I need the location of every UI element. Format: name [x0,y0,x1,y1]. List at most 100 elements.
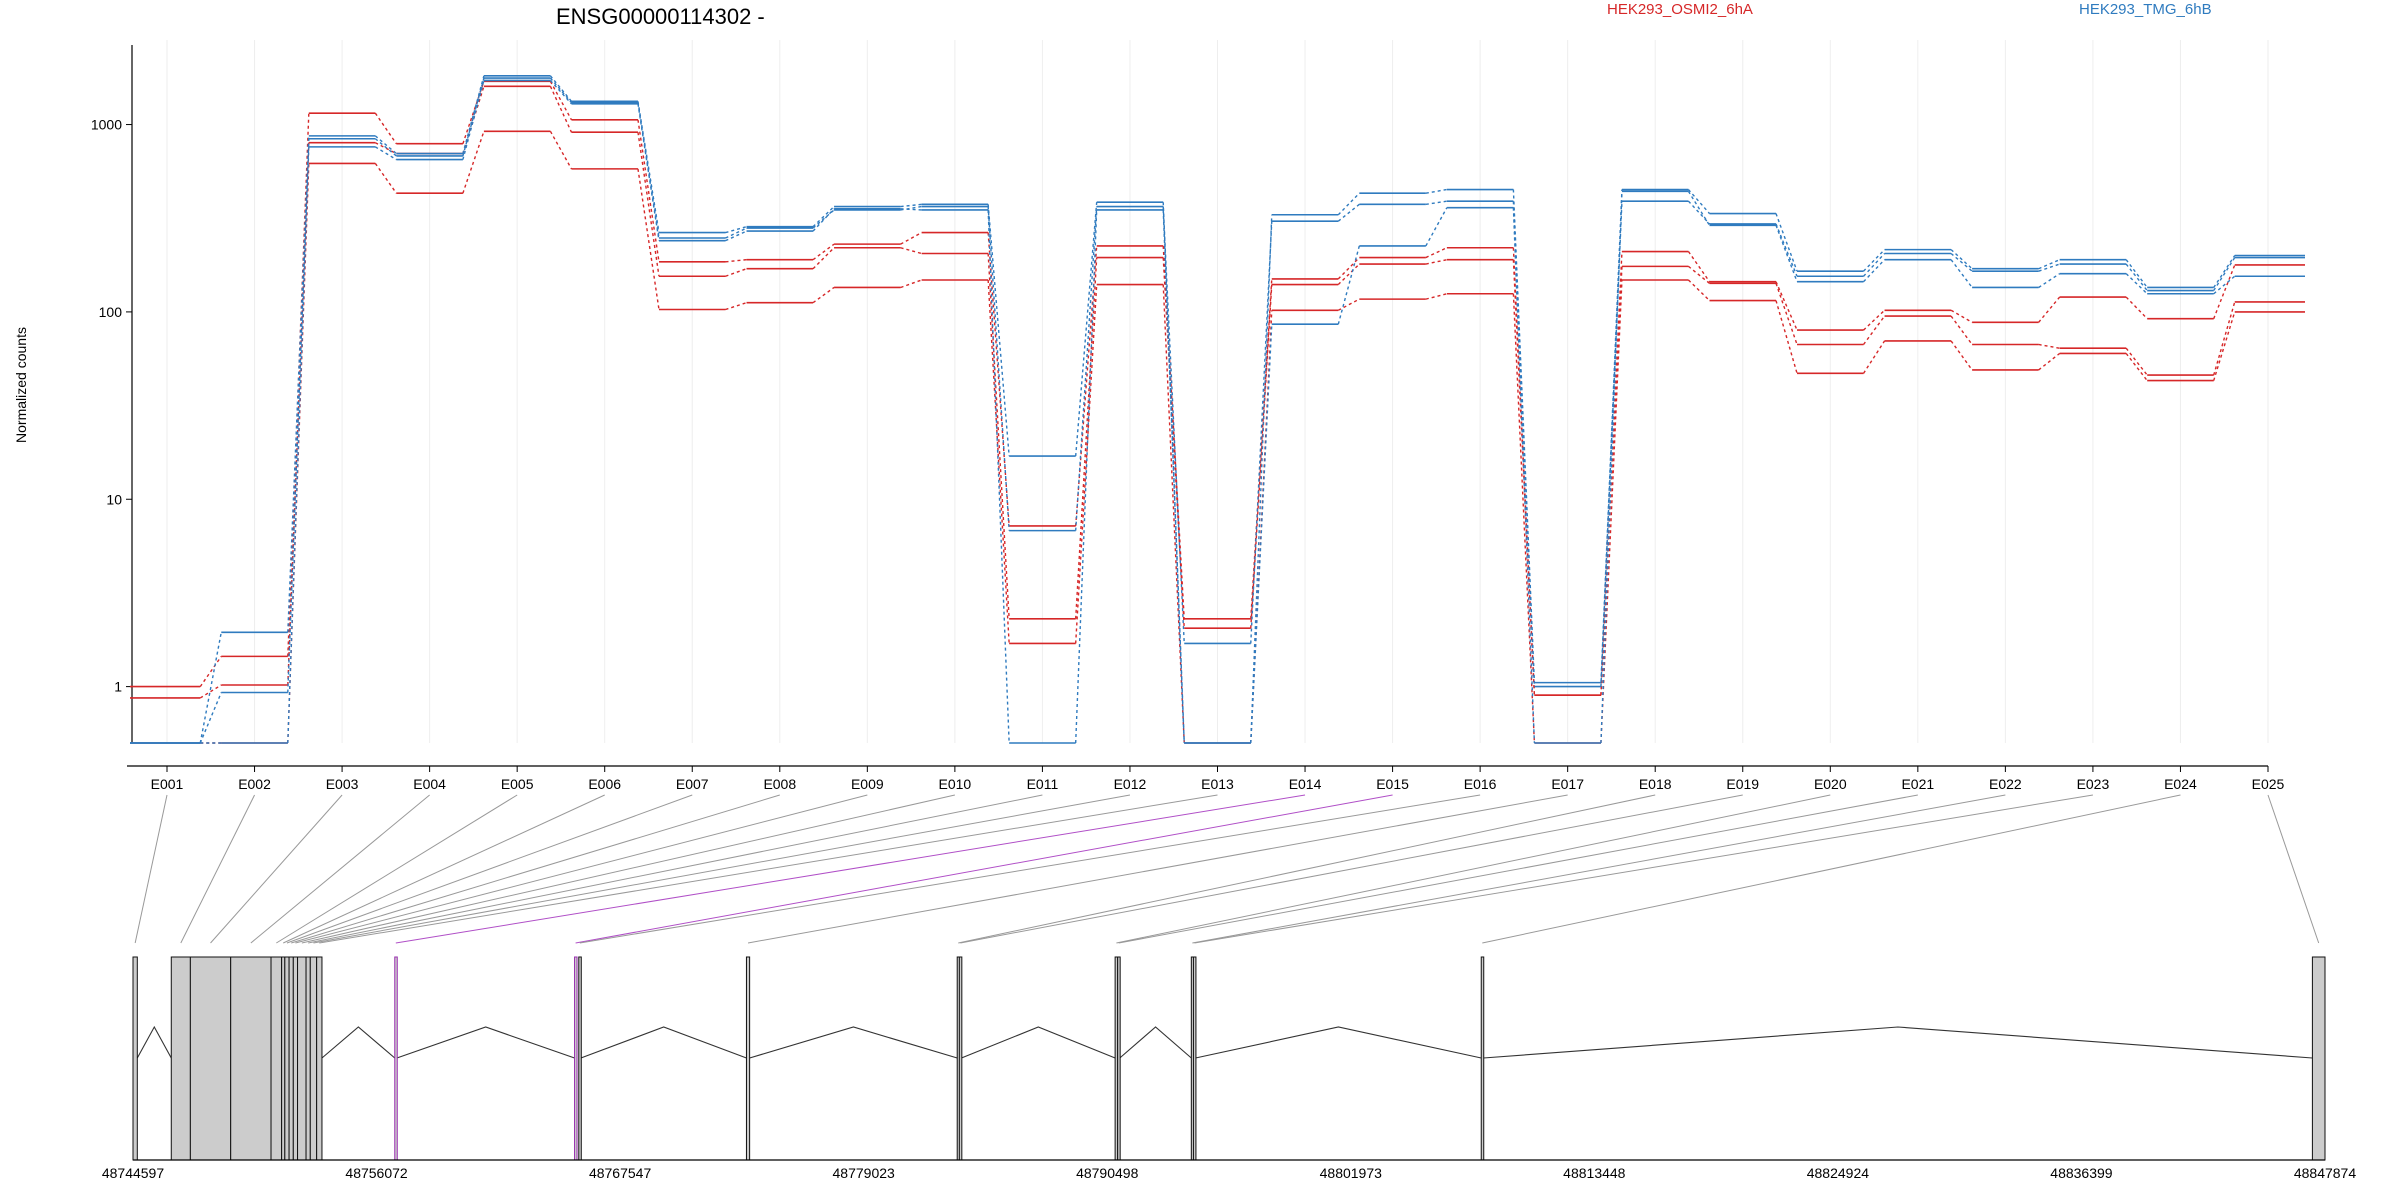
connector-e024 [2213,275,2236,295]
coordinate-tick-8: 48836399 [2050,1165,2113,1181]
connector-e005 [549,130,573,170]
intron-24 [1483,1026,2313,1059]
y-axis: 1 10 100 1000 [91,45,133,743]
connector-e010 [987,206,1010,531]
connector-line-e006 [283,794,605,944]
exon-box-e017 [745,956,751,1161]
connector-line-e018 [958,794,1656,944]
x-tick-label-e019: E019 [1726,776,1759,792]
x-axis: E001 E002 E003 E004 E005 E006 E007 E008 E009 E010… [127,765,2285,792]
connector-e012 [1162,257,1185,629]
exon-box-e002 [170,956,191,1161]
connector-line-e007 [286,794,693,944]
connector-e016 [1512,207,1536,744]
y-tick-label-1000: 1000 [91,117,122,133]
intron-21 [1119,1026,1192,1059]
connector-e023 [2125,347,2148,376]
connector-e007 [725,302,747,311]
exon-box-e024 [1480,956,1485,1161]
connector-e011 [1074,209,1098,744]
connector-line-e017 [747,794,1568,944]
intron-17 [749,1026,958,1059]
connector-e018 [1687,279,1710,302]
gene-model: 48744597 48756072 48767547 48779023 48790498… [102,956,2357,1181]
y-axis-label: Normalized counts [13,327,29,443]
intron-1 [136,1025,172,1059]
x-tick-label-e016: E016 [1464,776,1497,792]
x-tick-label-e009: E009 [851,776,884,792]
exon-box-e023 [1192,956,1197,1161]
x-tick-label-e014: E014 [1289,776,1322,792]
x-tick-label-e004: E004 [413,776,446,792]
chart-title: ENSG00000114302 - [556,4,765,29]
y-tick-label-1: 1 [114,679,122,695]
connector-e011 [1074,206,1098,531]
connector-e011 [1074,257,1098,619]
connector-e014 [1337,203,1360,222]
legend-osmi2: HEK293_OSMI2_6hA [1607,1,1753,18]
grid-lines [166,40,2269,743]
connector-e006 [637,103,660,241]
connector-e010 [987,253,1010,619]
connector-e022 [2038,263,2060,272]
connector-line-e008 [291,794,780,944]
connector-e015 [1425,258,1448,265]
connector-e012 [1162,209,1185,744]
exon-box-e011 [305,956,311,1161]
connector-e005 [549,77,572,104]
coordinate-tick-2: 48767547 [589,1165,652,1181]
connector-line-e022 [1192,794,2006,944]
connector-e021 [1950,252,1973,272]
connector-e009 [900,208,922,211]
connector-e014 [1337,257,1360,280]
connector-e004 [462,75,485,154]
connector-e015 [1425,247,1448,259]
connector-e009 [900,205,922,211]
connector-e010 [987,279,1010,644]
intron-23 [1195,1026,1482,1059]
connector-e011 [1074,202,1098,457]
connector-e007 [725,227,747,239]
coordinate-tick-9: 48847874 [2294,1165,2357,1181]
x-tick-label-e003: E003 [326,776,359,792]
connector-e017 [1600,191,1623,744]
x-tick-label-e023: E023 [2077,776,2110,792]
x-tick-label-e025: E025 [2252,776,2285,792]
connector-e008 [812,209,835,229]
connector-e018 [1687,251,1711,283]
connector-e020 [1863,253,1886,277]
exon-box-e012 [309,956,318,1161]
connector-e019 [1775,213,1798,272]
exon-box-e008 [288,956,294,1161]
connector-e008 [812,243,835,261]
connector-e023 [2125,273,2148,295]
x-tick-label-e022: E022 [1989,776,2022,792]
connector-line-e004 [250,794,430,944]
connector-line-e015 [575,794,1393,944]
series-hek293_tmg_6hb-4 [130,77,2305,744]
connector-e001 [199,684,222,699]
connector-e001 [199,692,222,744]
connector-e015 [1425,188,1447,194]
x-tick-label-e008: E008 [763,776,796,792]
connector-e023 [2125,263,2148,291]
connector-line-e021 [1118,794,1918,944]
y-tick-label-100: 100 [99,304,123,320]
connector-e002 [287,138,310,693]
connector-e013 [1250,214,1273,744]
connector-e021 [1950,340,1973,371]
series-hek293_tmg_6hb-5 [130,79,2305,744]
connector-e008 [812,286,835,304]
coordinate-tick-7: 48824924 [1807,1165,1870,1181]
x-tick-label-e017: E017 [1551,776,1584,792]
connector-e003 [375,142,397,155]
exon-box-e021 [1117,956,1121,1161]
connector-e019 [1775,300,1798,374]
connector-e017 [1600,279,1623,744]
connector-e005 [549,86,573,133]
x-tick-label-e002: E002 [238,776,271,792]
connector-line-e005 [276,794,518,944]
connector-e018 [1687,190,1711,226]
connector-e003 [374,112,397,145]
